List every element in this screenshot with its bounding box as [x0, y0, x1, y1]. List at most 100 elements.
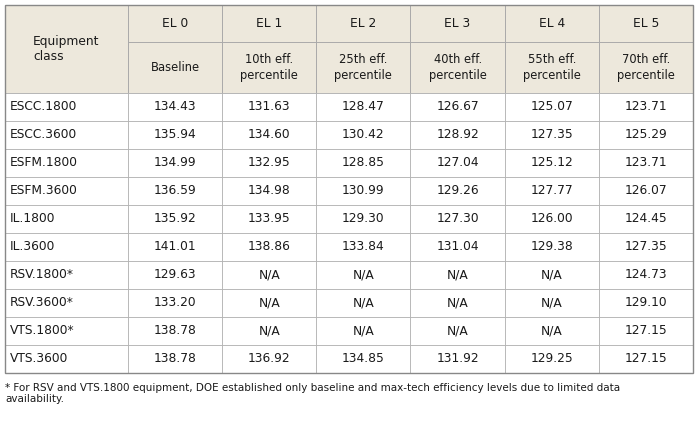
- Text: 128.47: 128.47: [342, 101, 385, 113]
- Text: 127.35: 127.35: [624, 241, 667, 253]
- Text: 127.77: 127.77: [531, 184, 573, 198]
- Text: 127.30: 127.30: [436, 213, 479, 225]
- Text: N/A: N/A: [447, 296, 468, 310]
- Text: availability.: availability.: [5, 394, 64, 404]
- Bar: [222, 317, 316, 345]
- Text: 126.00: 126.00: [531, 213, 573, 225]
- Text: 125.29: 125.29: [624, 129, 667, 141]
- Text: ESFM.1800: ESFM.1800: [10, 156, 78, 170]
- Text: 134.43: 134.43: [154, 101, 197, 113]
- Text: 141.01: 141.01: [154, 241, 197, 253]
- Bar: [505, 205, 598, 233]
- Bar: [128, 121, 222, 149]
- Bar: [5, 5, 693, 373]
- Bar: [222, 93, 316, 121]
- Bar: [598, 93, 693, 121]
- Text: 129.25: 129.25: [531, 352, 573, 366]
- Text: 136.59: 136.59: [154, 184, 197, 198]
- Text: 130.42: 130.42: [342, 129, 385, 141]
- Bar: [222, 289, 316, 317]
- Bar: [505, 177, 598, 205]
- Bar: [410, 233, 505, 261]
- Text: 127.15: 127.15: [624, 325, 667, 337]
- Bar: [598, 121, 693, 149]
- Text: 127.15: 127.15: [624, 352, 667, 366]
- Bar: [598, 345, 693, 373]
- Text: N/A: N/A: [258, 268, 280, 282]
- Text: 135.94: 135.94: [154, 129, 197, 141]
- Text: EL 4: EL 4: [538, 17, 565, 30]
- Bar: [5, 149, 128, 177]
- Text: 134.98: 134.98: [248, 184, 290, 198]
- Bar: [316, 345, 410, 373]
- Text: ESCC.1800: ESCC.1800: [10, 101, 78, 113]
- Bar: [128, 205, 222, 233]
- Bar: [316, 93, 410, 121]
- Bar: [410, 177, 505, 205]
- Text: 40th eff.
percentile: 40th eff. percentile: [428, 53, 486, 82]
- Text: 135.92: 135.92: [154, 213, 197, 225]
- Text: 128.85: 128.85: [342, 156, 385, 170]
- Bar: [5, 205, 128, 233]
- Bar: [5, 289, 128, 317]
- Text: 129.63: 129.63: [154, 268, 197, 282]
- Bar: [5, 5, 128, 93]
- Bar: [505, 5, 598, 93]
- Bar: [505, 317, 598, 345]
- Text: N/A: N/A: [541, 268, 563, 282]
- Text: RSV.3600*: RSV.3600*: [10, 296, 74, 310]
- Bar: [222, 5, 316, 93]
- Bar: [598, 177, 693, 205]
- Bar: [5, 177, 128, 205]
- Text: 133.20: 133.20: [154, 296, 197, 310]
- Bar: [222, 205, 316, 233]
- Text: 138.78: 138.78: [153, 352, 197, 366]
- Text: 129.26: 129.26: [436, 184, 479, 198]
- Bar: [128, 261, 222, 289]
- Bar: [316, 289, 410, 317]
- Bar: [505, 345, 598, 373]
- Bar: [598, 205, 693, 233]
- Bar: [316, 261, 410, 289]
- Bar: [128, 5, 222, 93]
- Bar: [316, 317, 410, 345]
- Text: IL.1800: IL.1800: [10, 213, 55, 225]
- Text: 123.71: 123.71: [624, 101, 667, 113]
- Bar: [128, 149, 222, 177]
- Bar: [316, 205, 410, 233]
- Text: N/A: N/A: [353, 325, 375, 337]
- Bar: [128, 345, 222, 373]
- Bar: [5, 121, 128, 149]
- Text: VTS.3600: VTS.3600: [10, 352, 69, 366]
- Text: N/A: N/A: [541, 325, 563, 337]
- Bar: [5, 93, 128, 121]
- Text: 138.86: 138.86: [248, 241, 290, 253]
- Text: EL 3: EL 3: [444, 17, 470, 30]
- Bar: [505, 93, 598, 121]
- Bar: [222, 345, 316, 373]
- Text: N/A: N/A: [447, 325, 468, 337]
- Text: ESCC.3600: ESCC.3600: [10, 129, 77, 141]
- Bar: [598, 149, 693, 177]
- Text: N/A: N/A: [353, 296, 375, 310]
- Text: EL 5: EL 5: [633, 17, 659, 30]
- Bar: [5, 317, 128, 345]
- Bar: [5, 261, 128, 289]
- Text: 136.92: 136.92: [248, 352, 290, 366]
- Text: EL 0: EL 0: [162, 17, 188, 30]
- Text: RSV.1800*: RSV.1800*: [10, 268, 74, 282]
- Bar: [128, 233, 222, 261]
- Bar: [222, 149, 316, 177]
- Text: ESFM.3600: ESFM.3600: [10, 184, 78, 198]
- Bar: [128, 289, 222, 317]
- Bar: [598, 289, 693, 317]
- Text: 131.04: 131.04: [436, 241, 479, 253]
- Text: IL.3600: IL.3600: [10, 241, 55, 253]
- Bar: [128, 177, 222, 205]
- Bar: [5, 345, 128, 373]
- Text: * For RSV and VTS.1800 equipment, DOE established only baseline and max-tech eff: * For RSV and VTS.1800 equipment, DOE es…: [5, 383, 620, 393]
- Text: N/A: N/A: [447, 268, 468, 282]
- Text: 124.73: 124.73: [624, 268, 667, 282]
- Bar: [598, 233, 693, 261]
- Bar: [598, 317, 693, 345]
